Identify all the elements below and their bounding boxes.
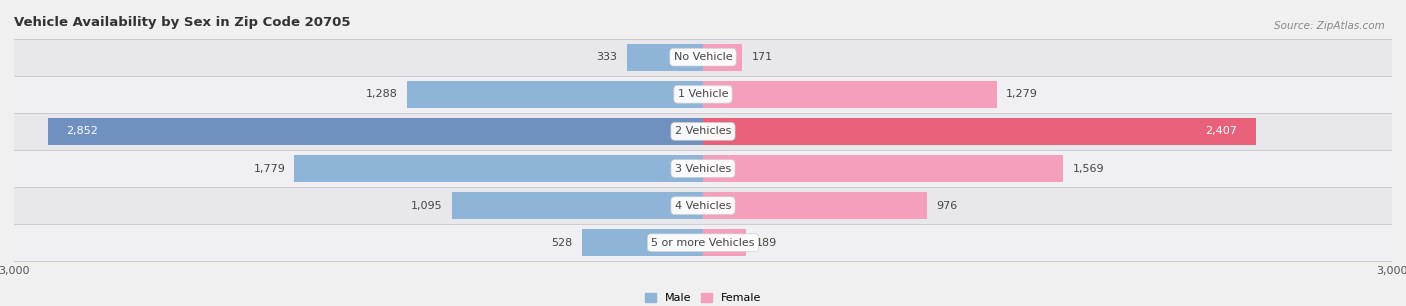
Bar <box>703 44 742 70</box>
Bar <box>14 113 1392 150</box>
Text: 1,779: 1,779 <box>253 163 285 174</box>
Bar <box>703 118 1256 145</box>
Text: 171: 171 <box>751 52 772 62</box>
Text: 1 Vehicle: 1 Vehicle <box>678 89 728 99</box>
Text: 4 Vehicles: 4 Vehicles <box>675 201 731 211</box>
Text: 189: 189 <box>755 238 778 248</box>
Text: 3 Vehicles: 3 Vehicles <box>675 163 731 174</box>
Text: 1,288: 1,288 <box>366 89 398 99</box>
Bar <box>703 230 747 256</box>
Text: 2,407: 2,407 <box>1205 126 1237 136</box>
Text: 976: 976 <box>936 201 957 211</box>
Bar <box>582 230 703 256</box>
Bar <box>48 118 703 145</box>
Bar <box>14 39 1392 76</box>
Bar <box>451 192 703 219</box>
Legend: Male, Female: Male, Female <box>641 288 765 306</box>
Bar <box>294 155 703 182</box>
Text: Source: ZipAtlas.com: Source: ZipAtlas.com <box>1274 21 1385 32</box>
Bar <box>703 155 1063 182</box>
Bar <box>14 150 1392 187</box>
Bar <box>703 192 927 219</box>
Text: 5 or more Vehicles: 5 or more Vehicles <box>651 238 755 248</box>
Text: 2 Vehicles: 2 Vehicles <box>675 126 731 136</box>
Bar <box>14 224 1392 261</box>
Bar <box>14 76 1392 113</box>
Text: 1,569: 1,569 <box>1073 163 1104 174</box>
Bar <box>408 81 703 108</box>
Text: Vehicle Availability by Sex in Zip Code 20705: Vehicle Availability by Sex in Zip Code … <box>14 16 350 28</box>
Text: 2,852: 2,852 <box>66 126 98 136</box>
Text: 528: 528 <box>551 238 572 248</box>
Bar <box>627 44 703 70</box>
Bar <box>14 187 1392 224</box>
Text: No Vehicle: No Vehicle <box>673 52 733 62</box>
Text: 1,095: 1,095 <box>411 201 443 211</box>
Text: 333: 333 <box>596 52 617 62</box>
Bar <box>703 81 997 108</box>
Text: 1,279: 1,279 <box>1005 89 1038 99</box>
